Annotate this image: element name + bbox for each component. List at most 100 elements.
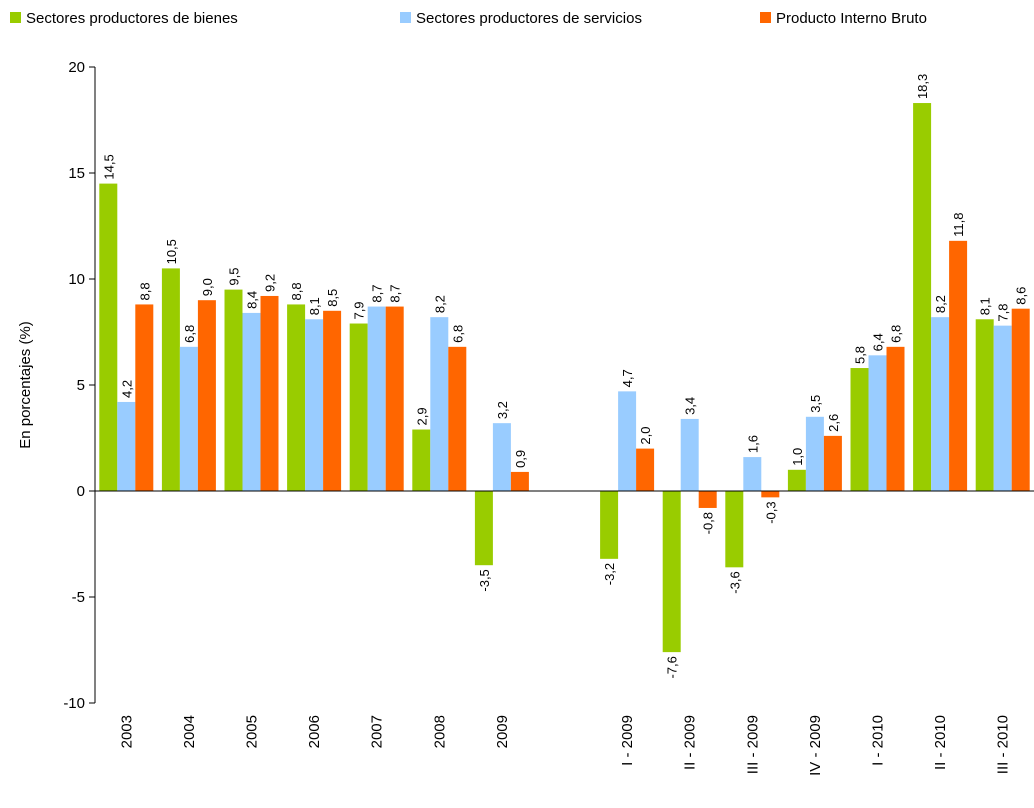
- value-label: -3,5: [477, 569, 492, 591]
- bar: [430, 317, 449, 491]
- value-label: 9,2: [263, 274, 278, 292]
- bar: [662, 491, 681, 653]
- x-tick-label: IV - 2009: [807, 715, 824, 776]
- bar: [99, 183, 118, 491]
- bar: [636, 448, 655, 491]
- x-tick-label: I - 2010: [870, 715, 887, 766]
- bar: [179, 346, 198, 491]
- x-tick-label: 2007: [369, 715, 386, 748]
- value-label: 3,5: [808, 395, 823, 413]
- value-label: 8,8: [289, 282, 304, 300]
- bar: [787, 469, 806, 491]
- y-axis-label: En porcentajes (%): [17, 321, 34, 449]
- y-tick-label: 10: [68, 271, 85, 288]
- bar: [260, 295, 279, 491]
- value-label: 1,6: [745, 435, 760, 453]
- bar: [850, 368, 869, 491]
- value-label: 14,5: [101, 154, 116, 179]
- value-label: 6,4: [871, 333, 886, 351]
- value-label: 5,8: [853, 346, 868, 364]
- value-label: 6,8: [450, 325, 465, 343]
- y-tick-label: -10: [63, 695, 85, 712]
- bar: [135, 304, 154, 491]
- bar: [367, 306, 386, 491]
- bar: [805, 416, 824, 491]
- legend-label: Producto Interno Bruto: [776, 10, 927, 27]
- value-label: 3,2: [495, 401, 510, 419]
- bar: [886, 346, 905, 491]
- value-label: 8,5: [325, 289, 340, 307]
- x-tick-label: 2009: [494, 715, 511, 748]
- y-tick-label: 0: [77, 483, 85, 500]
- bar: [993, 325, 1012, 491]
- x-tick-label: 2008: [431, 715, 448, 748]
- value-label: 2,6: [826, 414, 841, 432]
- x-tick-label: III - 2009: [744, 715, 761, 774]
- y-tick-label: 15: [68, 165, 85, 182]
- bar: [725, 491, 744, 568]
- bar: [618, 391, 637, 491]
- value-label: 8,2: [933, 295, 948, 313]
- bar: [913, 103, 932, 491]
- value-label: 11,8: [951, 212, 966, 236]
- value-label: -0,3: [763, 501, 778, 523]
- bar: [931, 317, 950, 491]
- value-label: 8,7: [370, 284, 385, 302]
- value-label: 6,8: [182, 325, 197, 343]
- bar: [823, 435, 842, 491]
- x-tick-label: I - 2009: [619, 715, 636, 766]
- x-tick-label: 2006: [306, 715, 323, 748]
- value-label: -0,8: [701, 512, 716, 534]
- bar: [287, 304, 306, 491]
- value-label: 6,8: [889, 325, 904, 343]
- value-label: 2,9: [414, 407, 429, 425]
- bar: [197, 300, 216, 491]
- bar: [680, 418, 699, 491]
- value-label: 8,7: [388, 284, 403, 302]
- value-label: 8,1: [307, 297, 322, 315]
- bar: [117, 401, 136, 491]
- x-tick-label: II - 2010: [932, 715, 949, 770]
- value-label: 4,2: [119, 380, 134, 398]
- bar: [323, 310, 342, 491]
- value-label: 8,8: [137, 282, 152, 300]
- value-label: -3,6: [727, 571, 742, 593]
- legend-swatch: [760, 12, 771, 23]
- value-label: 8,2: [432, 295, 447, 313]
- x-tick-label: 2005: [244, 715, 261, 748]
- bar: [305, 319, 324, 491]
- bar: [975, 319, 994, 491]
- bar: [349, 323, 368, 491]
- bar: [161, 268, 180, 491]
- x-tick-label: 2003: [118, 715, 135, 748]
- value-label: 4,7: [620, 369, 635, 387]
- value-label: 3,4: [683, 397, 698, 415]
- bar: [412, 429, 431, 491]
- value-label: 1,0: [790, 448, 805, 466]
- y-tick-label: 20: [68, 59, 85, 76]
- bar: [761, 491, 780, 498]
- y-tick-label: 5: [77, 377, 85, 394]
- bar: [600, 491, 619, 559]
- value-label: 2,0: [638, 427, 653, 445]
- value-label: 8,1: [978, 297, 993, 315]
- value-label: -7,6: [665, 656, 680, 678]
- value-label: 0,9: [513, 450, 528, 468]
- value-label: 9,5: [227, 268, 242, 286]
- value-label: 10,5: [164, 239, 179, 264]
- x-tick-label: II - 2009: [682, 715, 699, 770]
- value-label: -3,2: [602, 563, 617, 585]
- bar: [743, 457, 762, 491]
- value-label: 9,0: [200, 278, 215, 296]
- bar: [1011, 308, 1030, 491]
- bar: [242, 312, 261, 491]
- bar: [448, 346, 467, 491]
- bar: [949, 240, 968, 491]
- legend-label: Sectores productores de bienes: [26, 10, 238, 27]
- value-label: 7,9: [352, 301, 367, 319]
- x-tick-label: 2004: [181, 715, 198, 748]
- bar: [385, 306, 404, 491]
- value-label: 18,3: [915, 74, 930, 99]
- bar: [492, 423, 511, 491]
